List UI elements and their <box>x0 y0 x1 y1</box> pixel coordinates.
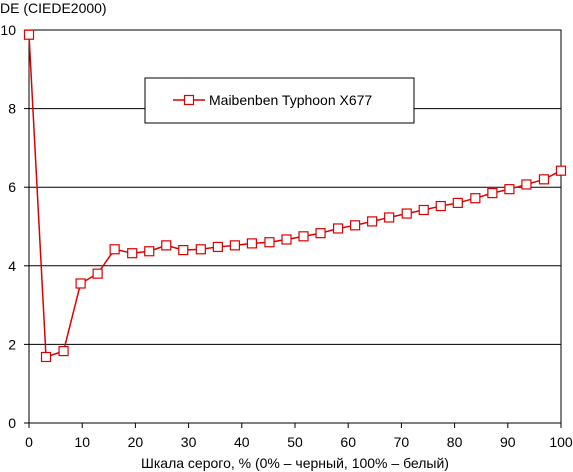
y-tick-label: 4 <box>8 258 16 274</box>
x-tick-label: 30 <box>181 434 197 450</box>
data-point <box>332 223 344 234</box>
data-point <box>367 216 378 227</box>
data-point <box>246 238 258 249</box>
x-tick-label: 40 <box>234 434 250 450</box>
x-tick-label: 100 <box>549 434 573 450</box>
legend-label: Maibenben Typhoon X677 <box>209 92 372 108</box>
x-tick-label: 20 <box>128 434 144 450</box>
legend-marker <box>183 94 195 106</box>
data-point <box>144 246 155 257</box>
x-tick-label: 60 <box>340 434 356 450</box>
data-point <box>384 212 395 223</box>
y-axis-title: DE (CIEDE2000) <box>0 0 107 16</box>
data-point <box>58 345 69 357</box>
data-point <box>127 248 138 259</box>
data-point <box>212 241 223 253</box>
data-point <box>281 234 292 245</box>
y-tick-label: 8 <box>8 101 16 117</box>
legend: Maibenben Typhoon X677 <box>144 77 415 124</box>
x-tick-label: 80 <box>447 434 463 450</box>
x-tick-label: 50 <box>287 434 303 450</box>
y-tick-labels: 0 2 4 6 8 10 <box>0 22 16 431</box>
data-point <box>538 174 550 185</box>
x-tick-label: 0 <box>25 434 33 450</box>
data-point <box>315 228 326 239</box>
x-axis-title: Шкала серого, % (0% – черный, 100% – бел… <box>141 455 449 471</box>
data-point <box>470 193 481 204</box>
data-point <box>521 179 532 190</box>
data-point <box>401 208 412 219</box>
data-point <box>452 197 463 209</box>
y-tick-label: 0 <box>8 415 16 431</box>
data-point <box>23 29 35 40</box>
y-tick-label: 10 <box>0 22 16 38</box>
data-point <box>418 204 429 216</box>
data-point <box>178 244 189 256</box>
data-point <box>195 244 206 255</box>
grid <box>29 29 561 345</box>
data-point <box>92 268 103 279</box>
data-point <box>350 220 361 231</box>
data-point <box>75 278 86 289</box>
series-layer <box>23 29 567 363</box>
data-point <box>161 240 172 251</box>
data-point <box>487 188 498 199</box>
data-point <box>264 237 275 248</box>
x-tick-label: 90 <box>500 434 516 450</box>
data-point <box>555 165 567 176</box>
data-point <box>229 240 240 251</box>
data-point <box>435 200 446 212</box>
y-tick-label: 6 <box>8 179 16 195</box>
data-point <box>40 351 52 363</box>
data-point <box>504 184 515 195</box>
x-tick-label: 70 <box>394 434 410 450</box>
x-tick-label: 10 <box>74 434 90 450</box>
y-tick-label: 2 <box>8 336 16 352</box>
x-tick-labels: 0 10 20 30 40 50 60 70 80 90 100 <box>25 434 573 450</box>
data-point <box>298 231 309 242</box>
data-point <box>109 244 120 255</box>
